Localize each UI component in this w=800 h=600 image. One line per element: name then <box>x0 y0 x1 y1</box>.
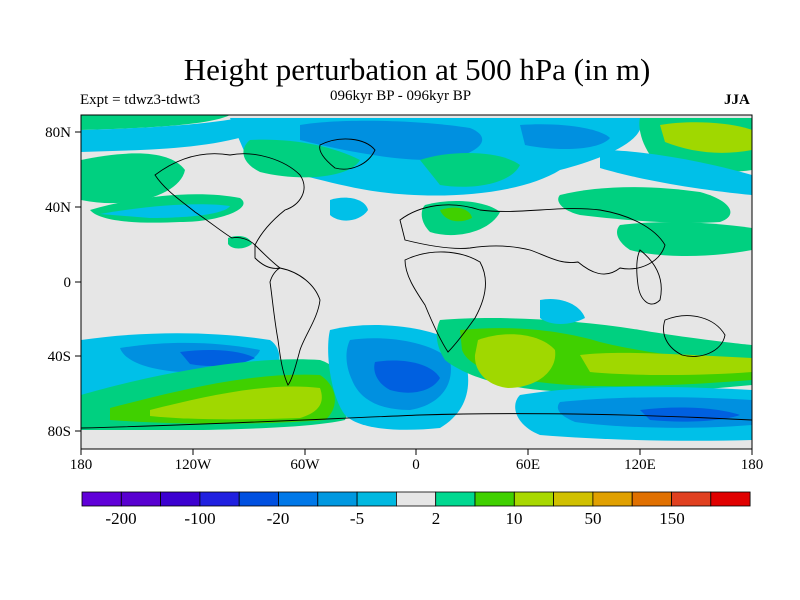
lon-tick: 60W <box>290 449 320 473</box>
experiment-label: Expt = tdwz3-tdwt3 <box>80 92 201 108</box>
colorbar-box <box>592 491 633 507</box>
contour-region <box>558 187 731 223</box>
colorbar-box <box>160 491 201 507</box>
lat-tick: 40S <box>48 349 81 365</box>
season-label: JJA <box>724 92 750 108</box>
lon-tick: 120E <box>624 449 656 473</box>
contour-region <box>81 430 350 449</box>
contour-region <box>440 207 472 222</box>
colorbar-box <box>317 491 358 507</box>
lon-tick-label: 60E <box>516 457 540 473</box>
colorbar-label: 2 <box>432 509 441 528</box>
colorbar-label: -5 <box>350 509 364 528</box>
contour-region <box>520 124 610 150</box>
colorbar-box <box>671 491 712 507</box>
colorbar-label: 150 <box>659 509 685 528</box>
map-subtitle: 096kyr BP - 096kyr BP <box>330 88 472 104</box>
lon-tick-label: 120W <box>175 457 213 473</box>
contour-region <box>180 350 255 366</box>
coastlines <box>81 138 752 429</box>
contour-region <box>81 115 230 130</box>
lon-tick: 0 <box>412 449 420 473</box>
lat-tick: 0 <box>64 275 81 291</box>
colorbar-box <box>199 491 240 507</box>
colorbar-box <box>81 491 122 507</box>
colorbar-label: -20 <box>267 509 290 528</box>
lon-tick-label: 120E <box>624 457 656 473</box>
lon-tick-label: 0 <box>412 457 420 473</box>
contour-region <box>420 153 520 187</box>
lon-tick-label: 180 <box>741 457 764 473</box>
colorbar-box <box>356 491 397 507</box>
lat-tick-label: 80S <box>48 424 71 440</box>
contour-region <box>243 139 360 178</box>
lat-tick-label: 40S <box>48 349 71 365</box>
colorbar-box <box>238 491 279 507</box>
contour-region <box>150 386 322 420</box>
map-field <box>81 115 752 449</box>
colorbar-box <box>553 491 594 507</box>
lat-tick-label: 40N <box>45 200 71 216</box>
lat-tick-label: 0 <box>64 275 72 291</box>
longitude-axis: 180 120W 60W 0 60E 120E 180 <box>70 449 764 473</box>
contour-region <box>660 122 752 153</box>
contour-region <box>100 204 230 218</box>
latitude-axis: 80N 40N 0 40S 80S <box>45 125 81 440</box>
lon-tick-label: 60W <box>290 457 320 473</box>
contour-region <box>81 153 185 204</box>
contour-region <box>474 334 556 388</box>
colorbar-box <box>710 491 751 507</box>
lat-tick: 40N <box>45 200 81 216</box>
colorbar-box <box>474 491 515 507</box>
colorbar-box <box>631 491 672 507</box>
colorbar: -200 -100 -20 -5 2 10 50 150 <box>81 491 751 528</box>
contour-region <box>330 197 368 221</box>
contour-region <box>374 360 440 393</box>
lon-tick: 120W <box>175 449 213 473</box>
colorbar-box <box>120 491 162 507</box>
contour-region <box>300 120 483 160</box>
colorbar-box <box>435 491 476 507</box>
colorbar-label: -200 <box>105 509 136 528</box>
contour-region <box>580 352 752 375</box>
lon-tick: 60E <box>516 449 540 473</box>
lon-tick: 180 <box>70 449 93 473</box>
colorbar-label: 10 <box>506 509 523 528</box>
lat-tick: 80N <box>45 125 81 141</box>
contour-region <box>81 118 250 152</box>
colorbar-box <box>513 491 554 507</box>
lat-tick: 80S <box>48 424 81 440</box>
lat-tick-label: 80N <box>45 125 71 141</box>
contour-region <box>540 298 585 324</box>
colorbar-box <box>395 491 437 507</box>
contour-region <box>617 222 752 256</box>
colorbar-box <box>278 491 319 507</box>
lon-tick-label: 180 <box>70 457 93 473</box>
lon-tick: 180 <box>741 449 764 473</box>
map-title: Height perturbation at 500 hPa (in m) <box>183 52 651 87</box>
colorbar-label: -100 <box>184 509 215 528</box>
contour-region <box>600 150 752 195</box>
colorbar-label: 50 <box>585 509 602 528</box>
